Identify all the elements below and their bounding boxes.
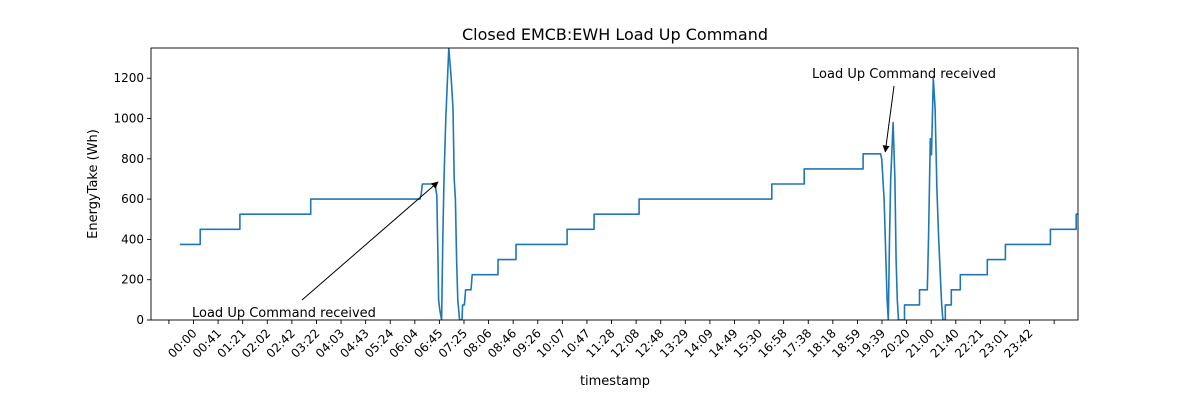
- y-axis-label: EnergyTake (Wh): [86, 129, 101, 239]
- y-tick-label: 800: [121, 152, 144, 166]
- y-tick-label: 600: [121, 192, 144, 206]
- x-tick-label: 23:42: [1001, 326, 1035, 360]
- annotation-text: Load Up Command received: [812, 67, 996, 82]
- y-tick-label: 400: [121, 232, 144, 246]
- y-tick-label: 1000: [113, 112, 144, 126]
- y-tick-label: 0: [136, 313, 144, 327]
- annotation-text: Load Up Command received: [192, 306, 376, 321]
- y-tick-label: 1200: [113, 71, 144, 85]
- series-line-0: [179, 48, 1078, 320]
- plot-area: 02004006008001000120000:0000:4101:2102:0…: [113, 47, 1079, 361]
- axes-frame: [150, 47, 1079, 321]
- annotation-arrow: [301, 181, 439, 301]
- chart-title: Closed EMCB:EWH Load Up Command: [462, 25, 768, 44]
- annotation-arrow: [882, 85, 895, 153]
- x-axis-label: timestamp: [580, 374, 650, 389]
- y-tick-label: 200: [121, 273, 144, 287]
